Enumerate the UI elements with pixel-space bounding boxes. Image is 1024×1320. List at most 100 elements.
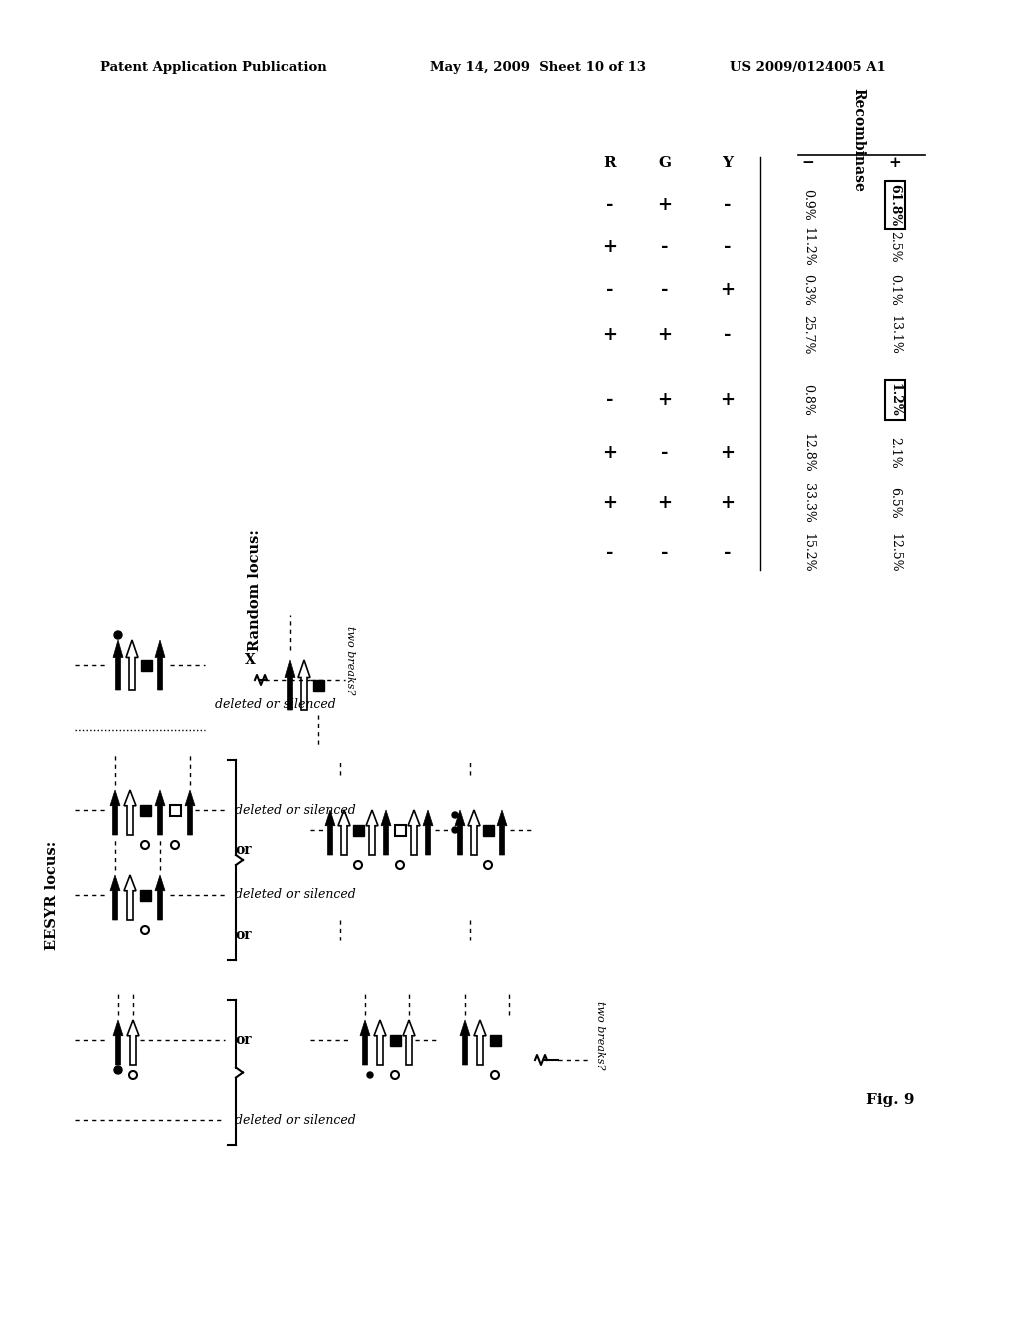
Polygon shape [155, 640, 165, 690]
Text: or: or [234, 1034, 252, 1047]
Text: 2.5%: 2.5% [889, 231, 901, 263]
Text: May 14, 2009  Sheet 10 of 13: May 14, 2009 Sheet 10 of 13 [430, 62, 646, 74]
Text: two breaks?: two breaks? [345, 626, 355, 694]
Polygon shape [408, 810, 420, 855]
Circle shape [114, 1067, 122, 1074]
Text: +: + [657, 391, 673, 409]
Text: −: − [802, 156, 814, 170]
Text: 12.8%: 12.8% [802, 433, 814, 473]
Text: -: - [724, 544, 732, 562]
Text: -: - [662, 281, 669, 300]
Text: +: + [721, 444, 735, 462]
Text: -: - [724, 238, 732, 256]
Circle shape [114, 631, 122, 639]
Polygon shape [403, 1020, 415, 1065]
Text: Y: Y [723, 156, 733, 170]
Text: 11.2%: 11.2% [802, 227, 814, 267]
Text: EESYR locus:: EESYR locus: [45, 841, 59, 949]
Text: R: R [604, 156, 616, 170]
Text: 0.8%: 0.8% [802, 384, 814, 416]
Polygon shape [338, 810, 350, 855]
Circle shape [391, 1071, 399, 1078]
Circle shape [452, 812, 458, 818]
Polygon shape [126, 640, 138, 690]
Text: -: - [606, 544, 613, 562]
Circle shape [141, 927, 150, 935]
Text: or: or [234, 843, 252, 857]
Text: 0.9%: 0.9% [802, 189, 814, 220]
Polygon shape [185, 789, 195, 836]
Text: two breaks?: two breaks? [595, 1001, 605, 1069]
Bar [352, 825, 364, 836]
Polygon shape [110, 875, 120, 920]
Circle shape [452, 828, 458, 833]
Polygon shape [124, 789, 136, 836]
Polygon shape [497, 810, 507, 855]
Polygon shape [155, 875, 165, 920]
Text: +: + [657, 326, 673, 345]
Polygon shape [460, 1020, 470, 1065]
Bar [482, 825, 494, 836]
Text: +: + [721, 391, 735, 409]
Polygon shape [298, 660, 310, 710]
Text: 2.1%: 2.1% [889, 437, 901, 469]
Circle shape [354, 861, 362, 869]
Circle shape [396, 861, 404, 869]
Text: +: + [602, 494, 617, 512]
Text: 15.2%: 15.2% [802, 533, 814, 573]
Polygon shape [113, 640, 123, 690]
Text: 6.5%: 6.5% [889, 487, 901, 519]
Text: X: X [245, 653, 256, 667]
Text: 12.5%: 12.5% [889, 533, 901, 573]
Bar [489, 1035, 501, 1045]
Text: -: - [662, 544, 669, 562]
Text: -: - [724, 326, 732, 345]
Polygon shape [360, 1020, 370, 1065]
Bar [140, 660, 152, 671]
Bar [394, 825, 406, 836]
Polygon shape [381, 810, 391, 855]
Polygon shape [127, 1020, 139, 1065]
Polygon shape [468, 810, 480, 855]
Text: Random locus:: Random locus: [248, 529, 262, 651]
Circle shape [171, 841, 179, 849]
Text: 13.1%: 13.1% [889, 315, 901, 355]
Polygon shape [423, 810, 433, 855]
Text: +: + [602, 238, 617, 256]
Text: 61.8%: 61.8% [889, 183, 901, 226]
Text: 25.7%: 25.7% [802, 315, 814, 355]
Polygon shape [374, 1020, 386, 1065]
Text: -: - [662, 444, 669, 462]
Text: -: - [724, 195, 732, 214]
Bar [170, 804, 180, 816]
Text: deleted or silenced: deleted or silenced [234, 804, 355, 817]
Text: Fig. 9: Fig. 9 [865, 1093, 914, 1107]
Text: -: - [662, 238, 669, 256]
Bar [312, 680, 324, 690]
Text: deleted or silenced: deleted or silenced [234, 1114, 355, 1126]
Text: +: + [889, 156, 901, 170]
Text: +: + [602, 444, 617, 462]
Text: +: + [721, 494, 735, 512]
Bar [389, 1035, 400, 1045]
Polygon shape [155, 789, 165, 836]
Text: deleted or silenced: deleted or silenced [215, 698, 336, 711]
Bar [139, 804, 151, 816]
Text: -: - [606, 391, 613, 409]
Text: -: - [606, 281, 613, 300]
Polygon shape [366, 810, 378, 855]
Polygon shape [285, 660, 295, 710]
Polygon shape [113, 1020, 123, 1065]
Polygon shape [124, 875, 136, 920]
Text: 33.3%: 33.3% [802, 483, 814, 523]
Text: Recombinase: Recombinase [851, 88, 865, 191]
Polygon shape [110, 789, 120, 836]
Text: -: - [606, 195, 613, 214]
Polygon shape [455, 810, 465, 855]
Circle shape [367, 1072, 373, 1078]
Text: +: + [721, 281, 735, 300]
Text: G: G [658, 156, 672, 170]
Circle shape [141, 841, 150, 849]
Text: +: + [657, 195, 673, 214]
Text: 0.3%: 0.3% [802, 275, 814, 306]
